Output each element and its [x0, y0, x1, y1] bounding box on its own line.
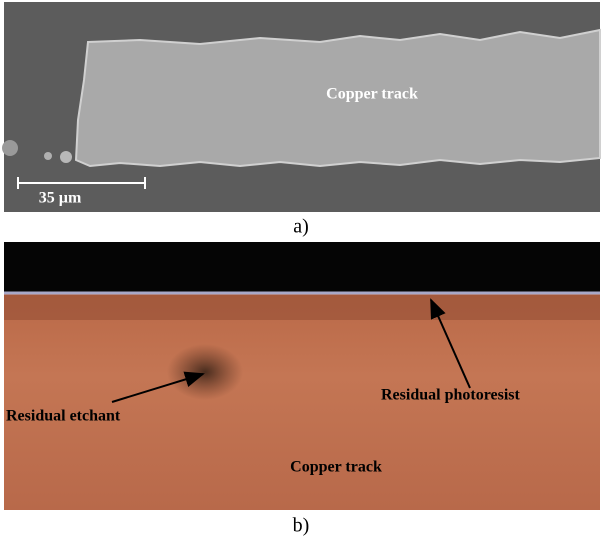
caption: b) — [293, 515, 310, 537]
label: Residual photoresist — [381, 387, 521, 404]
figure: Copper track 35 µm a) Residual etchant R… — [0, 0, 602, 540]
shade — [4, 295, 600, 320]
label: Residual etchant — [6, 408, 121, 425]
label: Copper track — [290, 459, 382, 476]
scale-label: 35 µm — [39, 190, 82, 207]
etchant-stain — [167, 344, 243, 400]
caption: a) — [293, 216, 309, 238]
panel-b: Residual etchant Residual photoresist Co… — [4, 242, 600, 510]
particle — [44, 152, 52, 160]
background-dark — [4, 242, 600, 293]
particle — [60, 151, 72, 163]
particle — [2, 140, 18, 156]
panel-a: Copper track 35 µm — [2, 2, 600, 212]
label: Copper track — [326, 86, 418, 103]
